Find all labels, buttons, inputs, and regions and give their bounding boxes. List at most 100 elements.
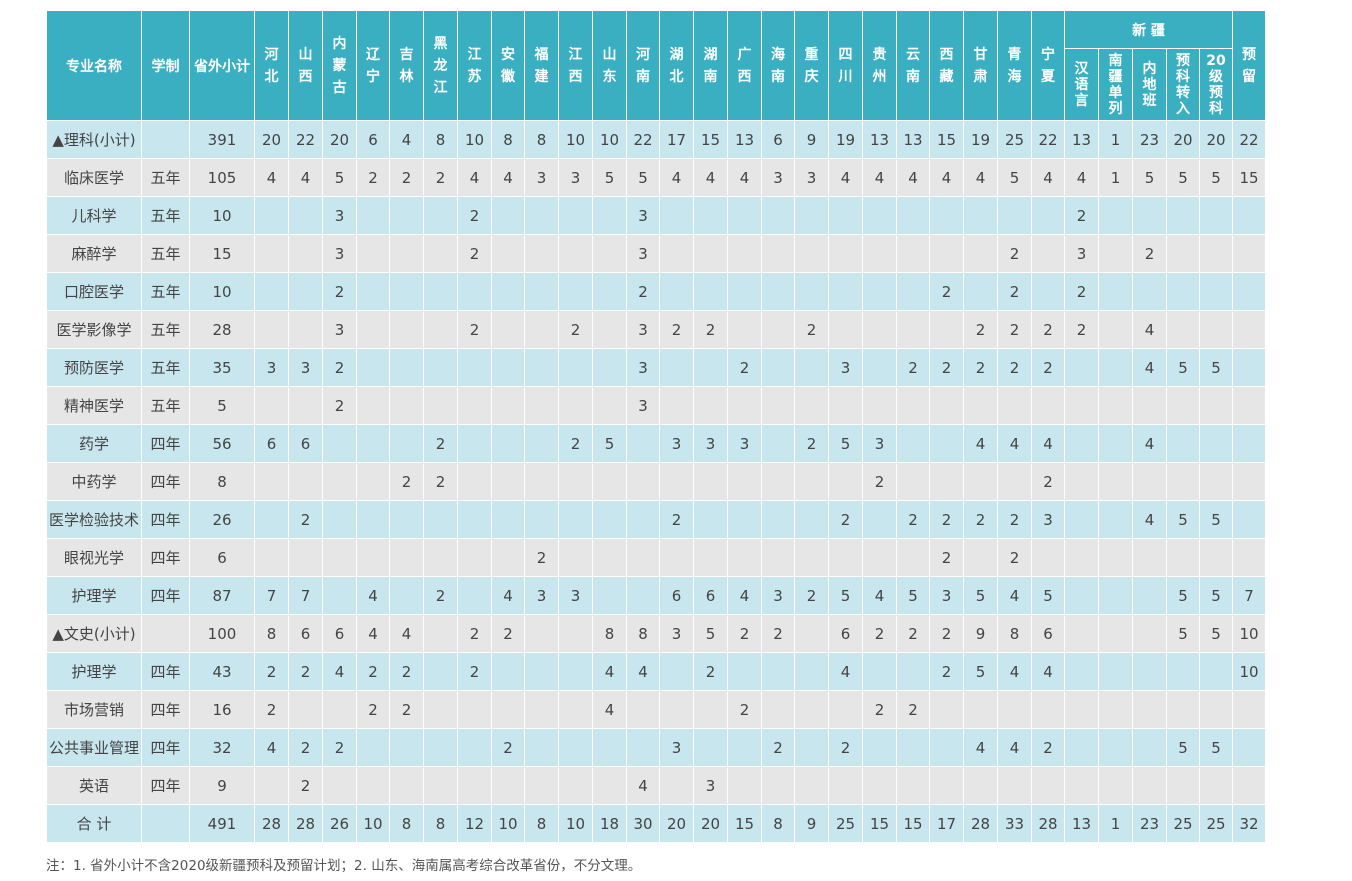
row-cell: 2	[997, 538, 1032, 577]
row-cell	[626, 538, 660, 577]
row-cell: 5	[1166, 614, 1200, 653]
row-cell	[491, 272, 525, 311]
row-cell	[828, 462, 863, 501]
header-xinjiang-sub-3: 预科转入	[1166, 48, 1200, 121]
row-cell	[1132, 386, 1167, 425]
row-cell: 2	[1064, 272, 1099, 311]
row-cell: 4	[457, 158, 492, 197]
row-cell	[1031, 272, 1065, 311]
row-cell	[794, 462, 829, 501]
row-cell	[1098, 728, 1133, 767]
row-cell: 28	[1031, 804, 1065, 843]
row-cell: 15	[727, 804, 762, 843]
header-province-19: 云南	[896, 10, 930, 121]
row-cell: 3	[626, 386, 660, 425]
row-cell	[524, 614, 559, 653]
header-province-21: 甘肃	[963, 10, 998, 121]
row-cell	[1132, 196, 1167, 235]
row-major-name: 医学影像学	[46, 310, 142, 349]
row-cell: 4	[491, 158, 525, 197]
row-cell	[963, 386, 998, 425]
row-cell: 4	[254, 158, 289, 197]
table-row: 英语 四年 9 2 4 3	[46, 766, 1266, 805]
row-cell: 2	[997, 348, 1032, 387]
row-cell	[254, 272, 289, 311]
row-cell	[423, 766, 458, 805]
row-cell	[423, 538, 458, 577]
row-cell	[693, 386, 728, 425]
row-cell	[524, 690, 559, 729]
row-cell	[761, 652, 795, 691]
row-major-name: ▲理科(小计)	[46, 120, 142, 159]
row-cell	[1132, 614, 1167, 653]
row-cell: 2	[997, 272, 1032, 311]
row-cell	[626, 690, 660, 729]
row-cell: 10	[1232, 652, 1266, 691]
table-row: 麻醉学 五年 15 3 2 3 2 3 2	[46, 234, 1266, 273]
row-cell: 4	[659, 158, 694, 197]
row-cell	[1199, 424, 1233, 463]
row-cell: 19	[828, 120, 863, 159]
row-cell: 2	[896, 690, 930, 729]
row-cell	[1166, 766, 1200, 805]
row-cell: 8	[592, 614, 627, 653]
row-cell	[794, 348, 829, 387]
row-cell: 8	[761, 804, 795, 843]
row-cell: 22	[288, 120, 323, 159]
row-cell	[254, 766, 289, 805]
row-cell: 5	[626, 158, 660, 197]
row-cell	[592, 272, 627, 311]
row-cell: 4	[828, 158, 863, 197]
row-cell: 2	[963, 310, 998, 349]
row-cell	[1199, 234, 1233, 273]
table-row: 护理学 四年 43 2 2 4 2 2 2 4 4 2 4 2 5 4 4 10	[46, 652, 1266, 691]
row-subtotal: 6	[189, 538, 255, 577]
row-cell: 2	[322, 272, 357, 311]
row-cell	[1199, 538, 1233, 577]
row-cell: 17	[929, 804, 964, 843]
row-cell	[1166, 538, 1200, 577]
row-cell	[288, 386, 323, 425]
row-subtotal: 491	[189, 804, 255, 843]
row-cell: 3	[322, 310, 357, 349]
row-cell: 5	[1199, 348, 1233, 387]
row-cell	[1031, 234, 1065, 273]
row-cell	[491, 766, 525, 805]
row-cell: 20	[1166, 120, 1200, 159]
row-cell	[524, 424, 559, 463]
row-cell: 1	[1098, 804, 1133, 843]
row-cell	[1098, 652, 1133, 691]
row-cell	[1232, 538, 1266, 577]
row-cell: 2	[389, 652, 424, 691]
row-cell: 6	[322, 614, 357, 653]
row-cell	[558, 272, 593, 311]
row-cell	[356, 500, 390, 539]
row-cell	[794, 766, 829, 805]
row-cell	[491, 196, 525, 235]
row-cell	[761, 766, 795, 805]
row-cell	[1031, 386, 1065, 425]
row-cell	[761, 196, 795, 235]
row-cell	[1232, 348, 1266, 387]
header-province-4: 吉林	[389, 10, 424, 121]
row-cell: 2	[794, 424, 829, 463]
row-cell	[761, 690, 795, 729]
row-cell: 2	[997, 500, 1032, 539]
row-cell	[423, 652, 458, 691]
row-cell	[288, 196, 323, 235]
row-cell	[896, 386, 930, 425]
header-province-9: 江西	[558, 10, 593, 121]
header-reserve: 预留	[1232, 10, 1266, 121]
row-cell: 7	[288, 576, 323, 615]
row-cell	[423, 614, 458, 653]
row-cell: 10	[491, 804, 525, 843]
row-cell: 2	[828, 500, 863, 539]
row-cell	[929, 728, 964, 767]
row-cell	[1064, 424, 1099, 463]
row-cell: 4	[896, 158, 930, 197]
row-cell	[389, 272, 424, 311]
row-cell: 25	[828, 804, 863, 843]
row-duration: 四年	[141, 652, 190, 691]
row-cell	[828, 310, 863, 349]
table-row: 儿科学 五年 10 3 2 3 2	[46, 196, 1266, 235]
